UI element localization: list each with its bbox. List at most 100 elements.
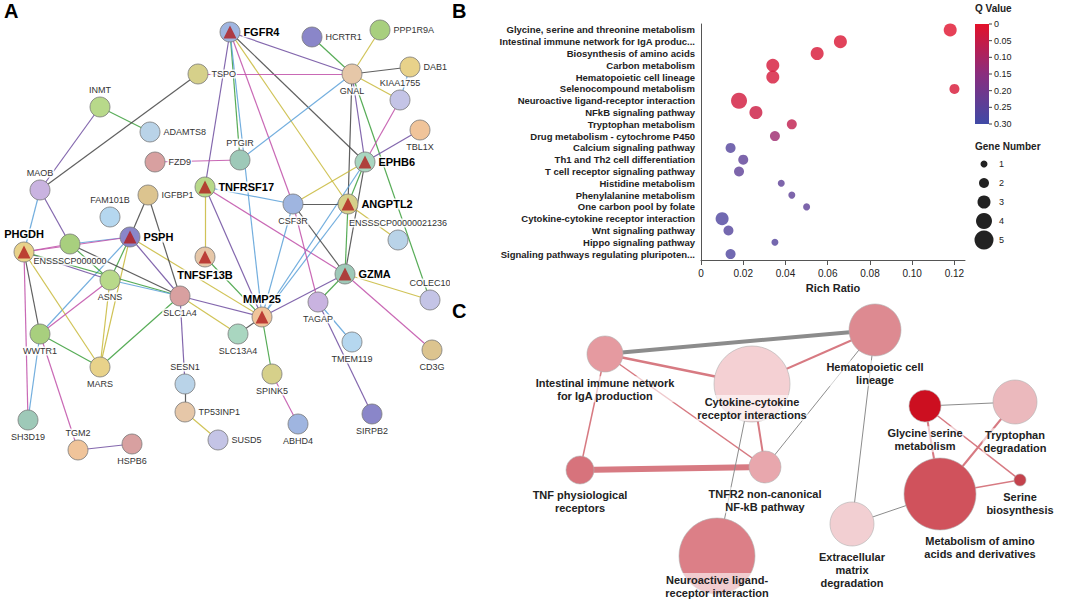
svg-text:0.25: 0.25 [994,102,1012,112]
svg-text:TNFR2 non-canonical: TNFR2 non-canonical [708,488,821,500]
svg-text:4: 4 [999,216,1004,226]
svg-text:T cell receptor signaling path: T cell receptor signaling pathway [545,166,696,177]
svg-text:WWTR1: WWTR1 [23,346,57,356]
svg-text:0.15: 0.15 [994,69,1012,79]
svg-text:CSF3R: CSF3R [278,216,308,226]
svg-text:Signaling pathways regulating: Signaling pathways regulating pluripoten… [501,249,695,260]
svg-text:FGFR4: FGFR4 [243,26,280,38]
svg-text:FZD9: FZD9 [168,157,191,167]
svg-text:receptor interaction: receptor interaction [665,587,769,599]
svg-text:Glycine serine: Glycine serine [887,427,962,439]
svg-text:Hematopoietic cell lineage: Hematopoietic cell lineage [576,72,695,83]
svg-text:Extracellular: Extracellular [819,551,886,563]
svg-text:Tryptophan metabolism: Tryptophan metabolism [588,119,695,130]
svg-text:receptors: receptors [555,502,605,514]
svg-text:biosynthesis: biosynthesis [986,504,1053,516]
svg-text:FAM101B: FAM101B [90,195,130,205]
svg-text:2: 2 [999,178,1004,188]
svg-text:Histidine metabolism: Histidine metabolism [599,178,695,189]
svg-text:0: 0 [994,19,999,29]
svg-text:HCRTR1: HCRTR1 [325,32,361,42]
svg-text:TSPO: TSPO [211,69,236,79]
svg-text:5: 5 [999,235,1004,245]
svg-text:0.30: 0.30 [994,119,1012,129]
svg-text:INMT: INMT [89,85,111,95]
svg-text:NFkB signaling pathway: NFkB signaling pathway [585,107,696,118]
svg-text:ENSSSCP000000: ENSSSCP000000 [33,256,106,266]
svg-text:0.10: 0.10 [994,52,1012,62]
svg-text:Carbon metabolism: Carbon metabolism [606,60,695,71]
svg-text:metabolism: metabolism [894,440,955,452]
svg-text:Selenocompound metabolism: Selenocompound metabolism [560,83,695,94]
svg-text:ANGPTL2: ANGPTL2 [361,198,412,210]
svg-text:Cytokine-cytokine: Cytokine-cytokine [705,396,800,408]
svg-text:0.12: 0.12 [945,268,965,279]
svg-text:Rich Ratio: Rich Ratio [806,282,861,294]
svg-text:KIAA1755: KIAA1755 [380,78,421,88]
svg-text:3: 3 [999,197,1004,207]
svg-text:TAGAP: TAGAP [303,314,333,324]
svg-text:GZMA: GZMA [358,268,390,280]
svg-text:Hematopoietic cell: Hematopoietic cell [826,361,923,373]
svg-text:Gene Number: Gene Number [975,141,1041,152]
svg-text:0.10: 0.10 [902,268,922,279]
svg-text:Hippo signaling pathway: Hippo signaling pathway [583,237,696,248]
svg-text:PSPH: PSPH [143,231,173,243]
svg-text:PTGIR: PTGIR [226,138,254,148]
svg-text:TGM2: TGM2 [65,428,90,438]
svg-text:EPHB6: EPHB6 [378,156,415,168]
svg-text:COLEC10: COLEC10 [409,278,450,288]
svg-text:Glycine, serine and threonine: Glycine, serine and threonine metabolism [507,24,695,35]
svg-text:NF-kB pathway: NF-kB pathway [725,501,805,513]
svg-text:ABHD4: ABHD4 [283,436,313,446]
svg-text:PPP1R9A: PPP1R9A [393,25,434,35]
svg-text:Q Value: Q Value [975,3,1012,14]
svg-text:SUSD5: SUSD5 [231,435,261,445]
svg-text:acids and derivatives: acids and derivatives [924,548,1035,560]
svg-text:ADAMTS8: ADAMTS8 [163,127,206,137]
svg-text:TMEM119: TMEM119 [332,354,373,364]
svg-text:Calcium signaling pathway: Calcium signaling pathway [573,142,696,153]
svg-text:ASNS: ASNS [98,292,123,302]
svg-text:Metabolism of amino: Metabolism of amino [925,535,1035,547]
svg-text:PHGDH: PHGDH [4,228,44,240]
svg-text:Intestinal immune network: Intestinal immune network [536,377,676,389]
svg-text:SIRPB2: SIRPB2 [356,426,388,436]
svg-text:MARS: MARS [87,379,113,389]
svg-text:Th1 and Th2 cell differentiati: Th1 and Th2 cell differentiation [555,154,696,165]
svg-text:0.04: 0.04 [776,268,796,279]
svg-text:Drug metabolism - cytochrome P: Drug metabolism - cytochrome P450 [530,131,695,142]
svg-text:1: 1 [999,159,1004,169]
svg-text:TNFRSF17: TNFRSF17 [218,181,274,193]
svg-text:Phenylalanine metabolism: Phenylalanine metabolism [576,190,695,201]
svg-text:Neuroactive ligand-receptor in: Neuroactive ligand-receptor interaction [518,95,696,106]
svg-text:Wnt signaling pathway: Wnt signaling pathway [592,225,696,236]
svg-text:ENSSSCP00000021236: ENSSSCP00000021236 [349,218,447,228]
svg-text:SESN1: SESN1 [170,362,200,372]
svg-text:Serine: Serine [1003,491,1037,503]
svg-text:0.20: 0.20 [994,86,1012,96]
svg-text:Tryptophan: Tryptophan [985,429,1045,441]
svg-text:for IgA production: for IgA production [557,390,653,402]
svg-text:0.06: 0.06 [818,268,838,279]
svg-text:MAOB: MAOB [27,168,54,178]
svg-text:0.08: 0.08 [860,268,880,279]
svg-text:lineage: lineage [856,374,894,386]
svg-text:0.02: 0.02 [734,268,754,279]
svg-text:One carbon pool by folate: One carbon pool by folate [578,201,695,212]
svg-text:CD3G: CD3G [419,362,444,372]
svg-text:TNF physiological: TNF physiological [533,489,628,501]
svg-text:TNFSF13B: TNFSF13B [177,269,233,281]
svg-text:Biosynthesis of amino acids: Biosynthesis of amino acids [567,48,695,59]
svg-text:0: 0 [698,268,704,279]
svg-text:GNAL: GNAL [340,86,365,96]
svg-text:Cytokine-cytokine receptor int: Cytokine-cytokine receptor interaction [521,213,695,224]
svg-text:receptor interactions: receptor interactions [697,409,806,421]
svg-text:degradation: degradation [821,577,884,589]
svg-text:HSPB6: HSPB6 [117,456,147,466]
svg-text:IGFBP1: IGFBP1 [161,190,193,200]
svg-text:degradation: degradation [984,442,1047,454]
svg-text:SH3D19: SH3D19 [11,432,45,442]
svg-text:TP53INP1: TP53INP1 [198,407,240,417]
svg-text:SLC13A4: SLC13A4 [219,346,258,356]
